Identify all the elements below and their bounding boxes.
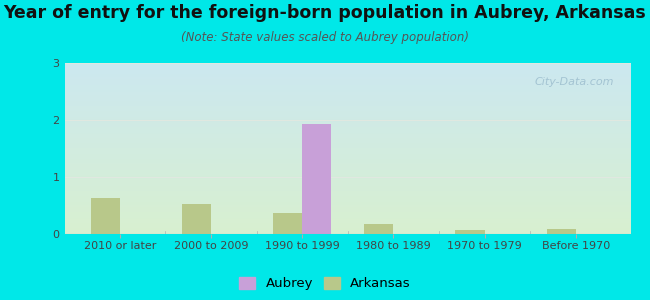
Text: (Note: State values scaled to Aubrey population): (Note: State values scaled to Aubrey pop…: [181, 32, 469, 44]
Bar: [273, 213, 302, 234]
Bar: [547, 230, 576, 234]
Bar: [90, 198, 120, 234]
Text: City-Data.com: City-Data.com: [534, 77, 614, 87]
Bar: [456, 230, 484, 234]
Bar: [364, 224, 393, 234]
Text: Year of entry for the foreign-born population in Aubrey, Arkansas: Year of entry for the foreign-born popul…: [4, 4, 646, 22]
Legend: Aubrey, Arkansas: Aubrey, Arkansas: [239, 277, 411, 290]
Bar: [302, 124, 332, 234]
Bar: [182, 204, 211, 234]
